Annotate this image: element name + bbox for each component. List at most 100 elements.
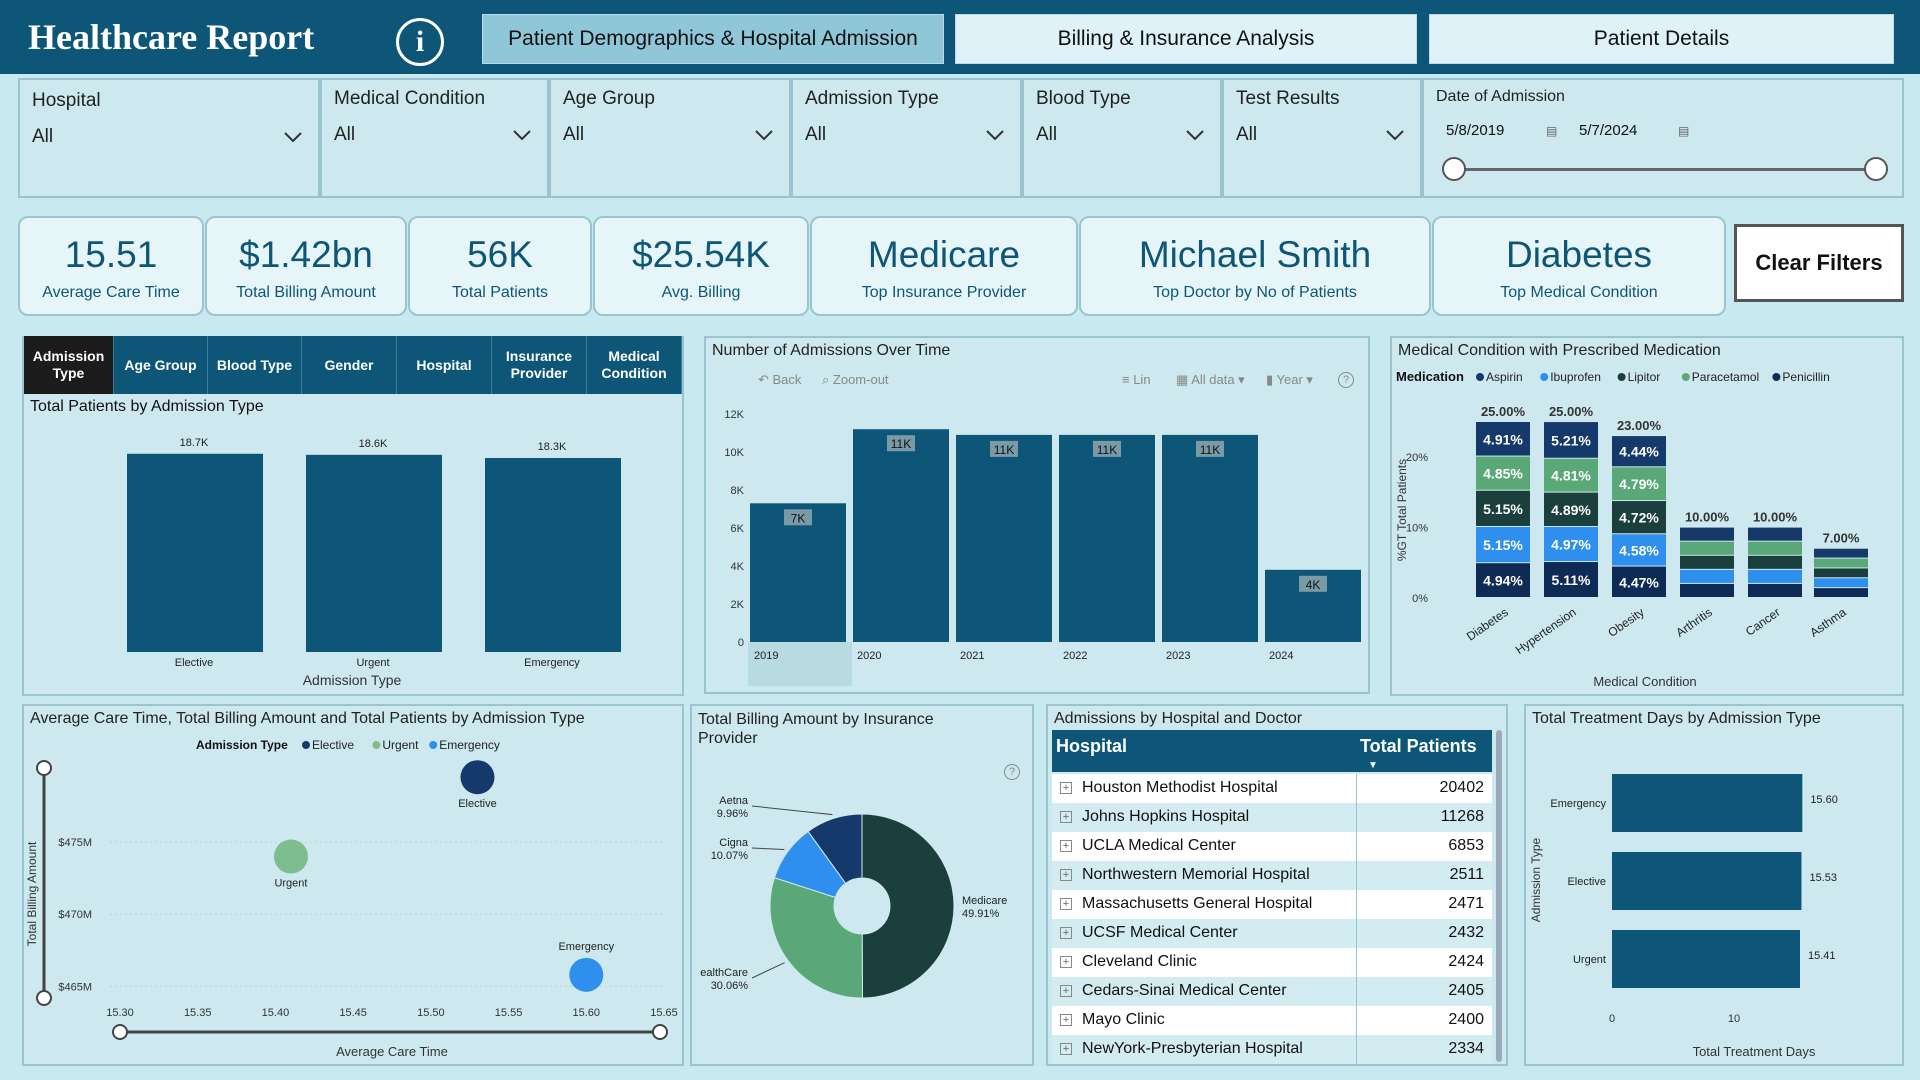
bar-segment [1544, 458, 1598, 492]
chevron-down-icon[interactable] [282, 126, 304, 148]
tick-label: Obesity [1605, 605, 1646, 640]
chevron-down-icon[interactable] [1184, 124, 1206, 146]
legend-item: Lipitor [1628, 370, 1661, 384]
bar-segment [1680, 555, 1734, 569]
column-header-hospital[interactable]: Hospital [1056, 736, 1128, 756]
calendar-icon[interactable]: ▤ [1678, 124, 1690, 138]
expand-icon[interactable]: + [1060, 898, 1072, 910]
column-divider [1356, 832, 1357, 861]
back-button[interactable]: ↶ Back [758, 372, 802, 387]
data-label: 15.41 [1808, 950, 1836, 962]
subtab-gender[interactable]: Gender [302, 336, 397, 394]
table-row[interactable]: + Cleveland Clinic 2424 [1052, 948, 1492, 977]
linear-scale-button[interactable]: ≡ Lin [1122, 372, 1151, 387]
column-divider [1356, 977, 1357, 1006]
filter-value: All [805, 124, 827, 145]
end-date-input[interactable]: 5/7/2024 [1579, 122, 1638, 139]
expand-icon[interactable]: + [1060, 869, 1072, 881]
total-patients-value: 2471 [1448, 895, 1484, 912]
bar [1059, 434, 1155, 642]
total-patients-value: 2511 [1449, 866, 1484, 883]
all-data-dropdown[interactable]: ▦ All data ▾ [1176, 372, 1245, 387]
year-dropdown[interactable]: ▮ Year ▾ [1266, 372, 1313, 387]
clear-filters-button[interactable]: Clear Filters [1734, 224, 1904, 302]
table-scrollbar[interactable] [1496, 730, 1502, 1062]
subtab-hospital[interactable]: Hospital [397, 336, 492, 394]
x-axis-label: Total Treatment Days [1693, 1044, 1816, 1059]
info-icon[interactable]: i [396, 18, 444, 66]
legend-item: Emergency [439, 738, 500, 752]
zoom-out-button[interactable]: ⌕ Zoom-out [822, 372, 889, 387]
subtab-admission-type[interactable]: Admission Type [24, 336, 114, 394]
expand-icon[interactable]: + [1060, 956, 1072, 968]
blood-type-filter[interactable]: Blood Type All [1022, 78, 1222, 198]
chart-title: Total Patients by Admission Type [30, 398, 264, 415]
chevron-down-icon[interactable] [511, 124, 533, 146]
chevron-down-icon[interactable] [753, 124, 775, 146]
report-title: Healthcare Report [28, 17, 315, 57]
x-axis-label: Medical Condition [1593, 674, 1696, 689]
tick-label: Hypertension [1513, 605, 1579, 657]
expand-icon[interactable]: + [1060, 1014, 1072, 1026]
legend-item: Paracetamol [1692, 370, 1759, 384]
data-label: 4.72% [1619, 510, 1659, 526]
expand-icon[interactable]: + [1060, 811, 1072, 823]
expand-icon[interactable]: + [1060, 782, 1072, 794]
help-icon[interactable]: ? [1004, 764, 1020, 780]
table-row[interactable]: + UCSF Medical Center 2432 [1052, 919, 1492, 948]
table-row[interactable]: + NewYork-Presbyterian Hospital 2334 [1052, 1035, 1492, 1064]
table-row[interactable]: + Northwestern Memorial Hospital 2511 [1052, 861, 1492, 890]
bar-segment [1814, 578, 1868, 588]
help-icon[interactable]: ? [1338, 372, 1354, 388]
filter-label: Blood Type [1036, 88, 1131, 109]
total-patients-value: 6853 [1448, 837, 1484, 854]
column-header-total-patients[interactable]: Total Patients [1360, 736, 1477, 756]
bar [1612, 930, 1801, 988]
subtab-age-group[interactable]: Age Group [114, 336, 208, 394]
table-row[interactable]: + UCLA Medical Center 6853 [1052, 832, 1492, 861]
admission-type-filter[interactable]: Admission Type All [791, 78, 1022, 198]
bar-segment [1680, 541, 1734, 555]
hospital-filter[interactable]: Hospital All [18, 78, 320, 198]
table-row[interactable]: + Johns Hopkins Hospital 11268 [1052, 803, 1492, 832]
expand-icon[interactable]: + [1060, 1043, 1072, 1055]
table-row[interactable]: + Cedars-Sinai Medical Center 2405 [1052, 977, 1492, 1006]
medical-condition-filter[interactable]: Medical Condition All [320, 78, 549, 198]
tab-patient-details[interactable]: Patient Details [1429, 14, 1894, 64]
filter-label: Date of Admission [1436, 88, 1565, 105]
filter-value: All [32, 126, 54, 147]
column-divider [1356, 774, 1357, 803]
subtab-medical-condition[interactable]: Medical Condition [587, 336, 682, 394]
subtab-blood-type[interactable]: Blood Type [208, 336, 302, 394]
subtab-insurance-provider[interactable]: Insurance Provider [492, 336, 587, 394]
scatter-panel: Average Care Time, Total Billing Amount … [22, 704, 684, 1066]
tick-label: 2021 [960, 650, 984, 662]
bar-segment [1680, 583, 1734, 597]
total-patients-value: 2432 [1448, 924, 1484, 941]
test-results-filter[interactable]: Test Results All [1222, 78, 1422, 198]
expand-icon[interactable]: + [1060, 840, 1072, 852]
expand-icon[interactable]: + [1060, 927, 1072, 939]
age-group-filter[interactable]: Age Group All [549, 78, 791, 198]
pie-slice [769, 877, 864, 999]
table-row[interactable]: + Massachusetts General Hospital 2471 [1052, 890, 1492, 919]
legend-item: Aspirin [1486, 370, 1523, 384]
date-slider-end-handle[interactable] [1864, 157, 1888, 181]
expand-icon[interactable]: + [1060, 985, 1072, 997]
tick-label: Diabetes [1464, 605, 1511, 644]
calendar-icon[interactable]: ▤ [1546, 124, 1558, 138]
table-row[interactable]: + Houston Methodist Hospital 20402 [1052, 774, 1492, 803]
start-date-input[interactable]: 5/8/2019 [1446, 122, 1505, 139]
chevron-down-icon[interactable] [1384, 124, 1406, 146]
tab-billing-insurance[interactable]: Billing & Insurance Analysis [955, 14, 1417, 64]
hospital-name: Johns Hopkins Hospital [1082, 808, 1250, 825]
y-axis-label: %GT Total Patients [1395, 459, 1409, 561]
table-row[interactable]: + Mayo Clinic 2400 [1052, 1006, 1492, 1035]
data-label: 4K [1306, 578, 1321, 592]
sort-descending-icon[interactable]: ▼ [1368, 760, 1378, 771]
chevron-down-icon[interactable] [984, 124, 1006, 146]
date-slider-start-handle[interactable] [1442, 157, 1466, 181]
kpi-value: Diabetes [1505, 234, 1653, 275]
bar [1162, 434, 1258, 642]
tab-patient-demographics[interactable]: Patient Demographics & Hospital Admissio… [482, 14, 944, 64]
